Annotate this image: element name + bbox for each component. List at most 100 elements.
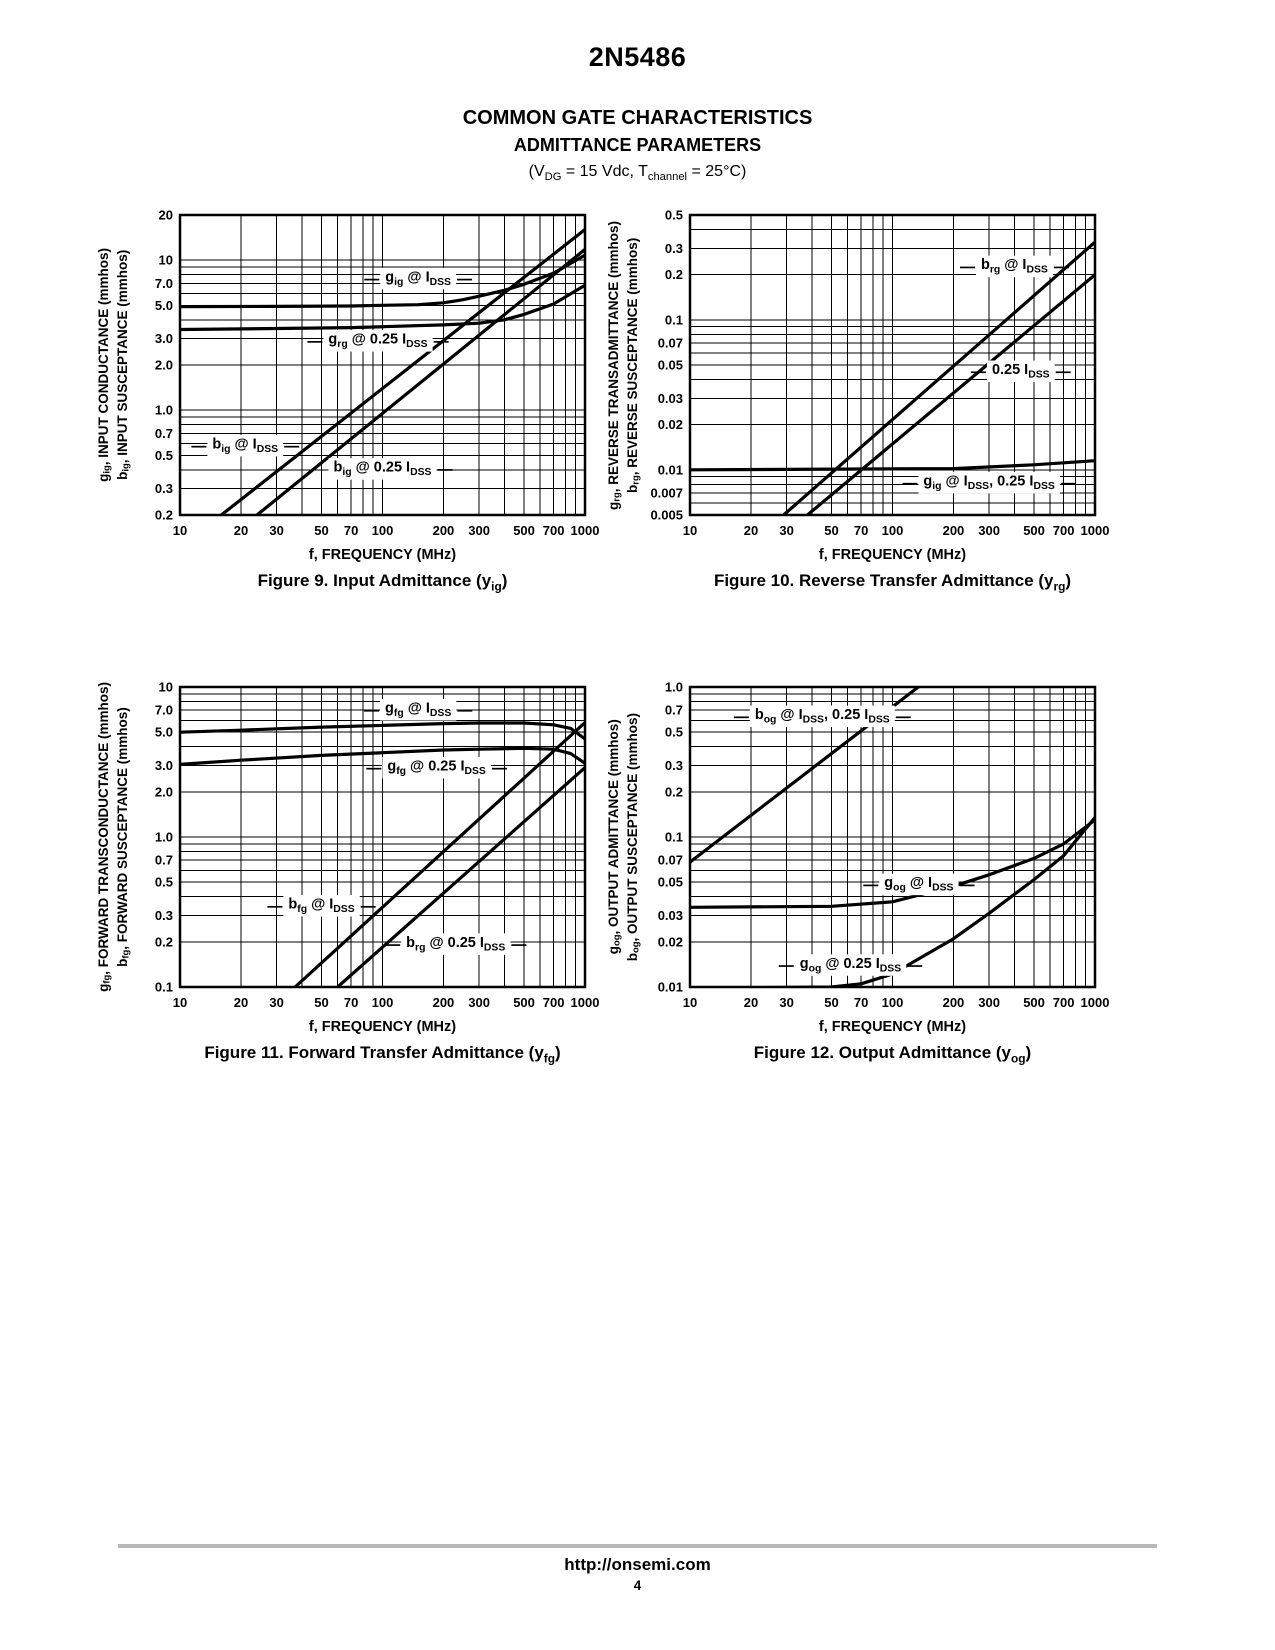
svg-text:3.0: 3.0: [155, 331, 173, 346]
svg-text:30: 30: [779, 523, 793, 538]
svg-text:0.1: 0.1: [665, 830, 683, 845]
figure-9-caption: Figure 9. Input Admittance (yig): [257, 571, 508, 594]
svg-text:gig @ IDSS, 0.25 IDSS: gig @ IDSS, 0.25 IDSS: [923, 473, 1054, 492]
svg-text:500: 500: [513, 995, 535, 1010]
svg-text:50: 50: [314, 995, 328, 1010]
svg-text:0.5: 0.5: [155, 875, 173, 890]
figure-10: grg, REVERSE TRANSADMITTANCE (mmhos) brg…: [602, 207, 1112, 594]
svg-text:0.07: 0.07: [658, 853, 683, 868]
figure-10-plot: 10 20 30 50 70 100 200 300 500 700 1000 0.5 0.3 0.2 0.…: [650, 208, 1109, 563]
svg-text:0.03: 0.03: [658, 908, 683, 923]
svg-text:20: 20: [159, 208, 173, 223]
svg-text:0.25 IDSS: 0.25 IDSS: [992, 362, 1050, 381]
svg-text:big @ IDSS: big @ IDSS: [212, 436, 278, 455]
series-brg-at-quarter-idss: [805, 273, 1096, 516]
svg-text:gfg @ 0.25 IDSS: gfg @ 0.25 IDSS: [387, 758, 486, 777]
page-footer: http://onsemi.com 4: [118, 1544, 1157, 1593]
svg-text:10: 10: [683, 523, 697, 538]
svg-text:10: 10: [683, 995, 697, 1010]
svg-text:0.3: 0.3: [155, 481, 173, 496]
figure-12-caption: Figure 12. Output Admittance (yog): [753, 1043, 1032, 1066]
svg-text:f, FREQUENCY (MHz): f, FREQUENCY (MHz): [819, 1019, 966, 1034]
page-header: 2N5486 COMMON GATE CHARACTERISTICS ADMIT…: [0, 0, 1275, 183]
svg-text:300: 300: [978, 523, 1000, 538]
part-number-title: 2N5486: [588, 42, 687, 72]
svg-text:0.3: 0.3: [155, 908, 173, 923]
curve-label: gog @ 0.25 IDSS: [778, 954, 923, 976]
svg-text:0.7: 0.7: [155, 426, 173, 441]
figure-10-caption: Figure 10. Reverse Transfer Admittance (…: [713, 571, 1072, 594]
svg-text:500: 500: [1023, 523, 1045, 538]
svg-text:0.02: 0.02: [658, 417, 683, 432]
section-subtitle: ADMITTANCE PARAMETERS: [513, 135, 762, 155]
y-axis-label-left: grg, REVERSE TRANSADMITTANCE (mmhos): [606, 220, 623, 510]
curve-label: gfg @ 0.25 IDSS: [366, 756, 507, 779]
svg-text:0.05: 0.05: [658, 875, 683, 890]
svg-text:3.0: 3.0: [155, 758, 173, 773]
svg-text:700: 700: [543, 523, 565, 538]
figure-9-plot: 10 20 30 50 70 100 200 300 500 700 1000 20 10 7.0 5.0 3…: [155, 208, 600, 563]
svg-text:0.3: 0.3: [665, 758, 683, 773]
svg-text:0.7: 0.7: [155, 853, 173, 868]
svg-text:70: 70: [854, 995, 868, 1010]
svg-text:0.02: 0.02: [658, 934, 683, 949]
curve-label: bfg @ IDSS: [267, 895, 376, 917]
curve-label: gig @ IDSS: [364, 267, 473, 290]
figure-11-y-axis-labels: gfg, FORWARD TRANSCONDUCTANCE (mmhos) bf…: [92, 679, 132, 1034]
curve-label: gog @ IDSS: [863, 873, 975, 896]
svg-text:10: 10: [173, 995, 187, 1010]
footer-divider: [118, 1544, 1157, 1548]
svg-text:0.5: 0.5: [665, 725, 683, 740]
series-big-at-idss: [219, 227, 586, 516]
figure-11-caption: Figure 11. Forward Transfer Admittance (…: [204, 1043, 561, 1066]
series-gfg-at-idss: [179, 721, 586, 741]
svg-text:30: 30: [779, 995, 793, 1010]
figure-12-plot: 10 20 30 50 70 100 200 300 500 700 1000 1.0 0.7 0.5 0.…: [658, 680, 1110, 1035]
svg-text:0.2: 0.2: [665, 267, 683, 282]
svg-text:100: 100: [372, 523, 394, 538]
svg-text:70: 70: [854, 523, 868, 538]
svg-text:50: 50: [824, 523, 838, 538]
svg-text:bog @ IDSS, 0.25 IDSS: bog @ IDSS, 0.25 IDSS: [755, 707, 890, 726]
svg-text:0.2: 0.2: [155, 934, 173, 949]
svg-text:0.05: 0.05: [658, 358, 683, 373]
figure-9-y-axis-labels: gig, INPUT CONDUCTANCE (mmhos) big, INPU…: [92, 207, 132, 562]
curve-label: big @ 0.25 IDSS: [328, 458, 453, 480]
figure-11-plot: 10 20 30 50 70 100 200 300 500 700 1000 10 7.0 5.0 3.0…: [155, 680, 600, 1035]
figure-10-y-axis-labels: grg, REVERSE TRANSADMITTANCE (mmhos) brg…: [602, 207, 642, 562]
svg-text:1000: 1000: [571, 523, 600, 538]
series-grg-at-quarter-idss: [179, 283, 586, 332]
svg-text:700: 700: [1053, 523, 1075, 538]
y-axis-label-right: big, INPUT SUSCEPTANCE (mmhos): [115, 249, 132, 481]
curve-label: gig @ IDSS, 0.25 IDSS: [902, 471, 1076, 494]
svg-text:0.07: 0.07: [658, 336, 683, 351]
svg-text:f, FREQUENCY (MHz): f, FREQUENCY (MHz): [309, 1019, 456, 1034]
svg-text:1000: 1000: [1081, 995, 1110, 1010]
svg-text:200: 200: [433, 995, 455, 1010]
svg-text:gig @ IDSS: gig @ IDSS: [385, 269, 451, 288]
svg-text:gog @ IDSS: gog @ IDSS: [884, 875, 953, 894]
svg-text:5.0: 5.0: [155, 725, 173, 740]
footer-url: http://onsemi.com: [564, 1555, 711, 1574]
curve-label: grg @ 0.25 IDSS: [307, 330, 449, 352]
series-gfg-at-quarter-idss: [179, 746, 586, 767]
svg-text:7.0: 7.0: [155, 276, 173, 291]
svg-text:bfg @ IDSS: bfg @ IDSS: [288, 897, 354, 916]
svg-text:0.3: 0.3: [665, 241, 683, 256]
series-gig-at-idss-and-quarter: [689, 459, 1096, 472]
curve-label: gfg @ IDSS: [364, 699, 473, 721]
page-number: 4: [633, 1578, 642, 1593]
svg-text:700: 700: [543, 995, 565, 1010]
series-gig-at-idss: [179, 253, 586, 309]
svg-text:50: 50: [824, 995, 838, 1010]
curve-label: big @ IDSS: [191, 434, 300, 457]
svg-text:1.0: 1.0: [155, 403, 173, 418]
svg-text:0.005: 0.005: [650, 508, 683, 523]
svg-text:2.0: 2.0: [155, 784, 173, 799]
svg-text:0.1: 0.1: [665, 312, 683, 327]
curve-label: bog @ IDSS, 0.25 IDSS: [733, 705, 911, 728]
svg-text:30: 30: [269, 523, 283, 538]
svg-text:100: 100: [882, 523, 904, 538]
svg-text:10: 10: [159, 680, 173, 695]
svg-text:f, FREQUENCY (MHz): f, FREQUENCY (MHz): [309, 547, 456, 562]
